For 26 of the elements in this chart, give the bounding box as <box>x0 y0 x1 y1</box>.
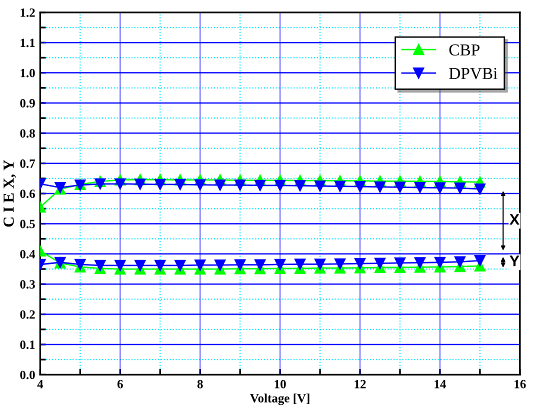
y-tick-label: 0.9 <box>20 99 35 108</box>
legend-label: DPVBi <box>449 68 498 80</box>
y-tick-label: 0.7 <box>20 159 36 168</box>
y-axis-title: C I E X, Y <box>4 160 16 227</box>
y-tick-label: 0.8 <box>20 129 35 138</box>
y-tick-label: 0.5 <box>20 220 35 228</box>
x-tick-label: 6 <box>117 380 123 388</box>
y-tick-label: 0.0 <box>20 370 35 380</box>
x-tick-label: 12 <box>354 380 366 388</box>
annotation: X <box>510 214 520 225</box>
y-tick-label: 1.2 <box>20 8 35 17</box>
y-tick-label: 0.2 <box>20 310 35 319</box>
x-tick-label: 10 <box>274 380 286 388</box>
annotation: Y <box>510 256 520 266</box>
legend-label: CBP <box>449 44 480 56</box>
x-axis-title: Voltage [V] <box>250 394 310 406</box>
x-tick-label: 4 <box>37 380 44 388</box>
y-tick-label: 1.1 <box>20 38 35 48</box>
y-tick-label: 1.0 <box>20 68 35 78</box>
y-tick-label: 0.4 <box>20 250 36 258</box>
x-tick-label: 14 <box>434 380 446 388</box>
x-tick-label: 16 <box>514 380 526 388</box>
y-tick-label: 0.6 <box>20 190 35 198</box>
y-tick-label: 0.1 <box>20 340 35 349</box>
y-tick-label: 0.3 <box>20 280 35 289</box>
x-tick-label: 8 <box>197 380 203 388</box>
